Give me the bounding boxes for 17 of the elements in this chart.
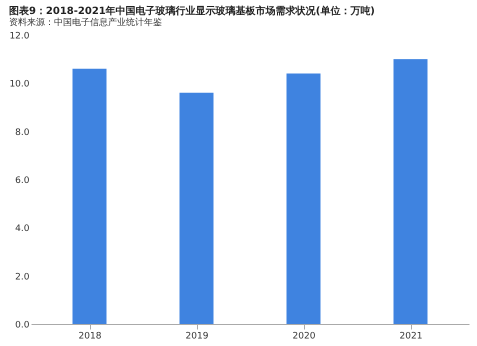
text: 资料来源：中国电子信息产业统计年鉴: [8, 17, 162, 28]
bar: [180, 92, 214, 324]
x-tick-label: 2021: [400, 332, 422, 342]
bar: [72, 68, 106, 324]
y-tick-label: 2.0: [15, 272, 30, 282]
bar: [286, 74, 320, 324]
x-tick-label: 2019: [186, 332, 209, 342]
y-tick-label: 4.0: [15, 224, 30, 234]
y-tick-label: 10.0: [9, 80, 30, 90]
y-tick-label: 12.0: [9, 32, 30, 42]
x-tick-label: 2018: [78, 332, 102, 342]
y-tick-label: 6.0: [15, 176, 30, 186]
y-tick-label: 0.0: [15, 320, 30, 330]
y-tick-label: 8.0: [15, 128, 30, 138]
bar: [394, 59, 428, 324]
x-tick-label: 2020: [292, 332, 316, 342]
chart-title: 图表9：2018-2021年中国电子玻璃行业显示玻璃基板市场需求状况(单位：万吨): [8, 5, 375, 17]
